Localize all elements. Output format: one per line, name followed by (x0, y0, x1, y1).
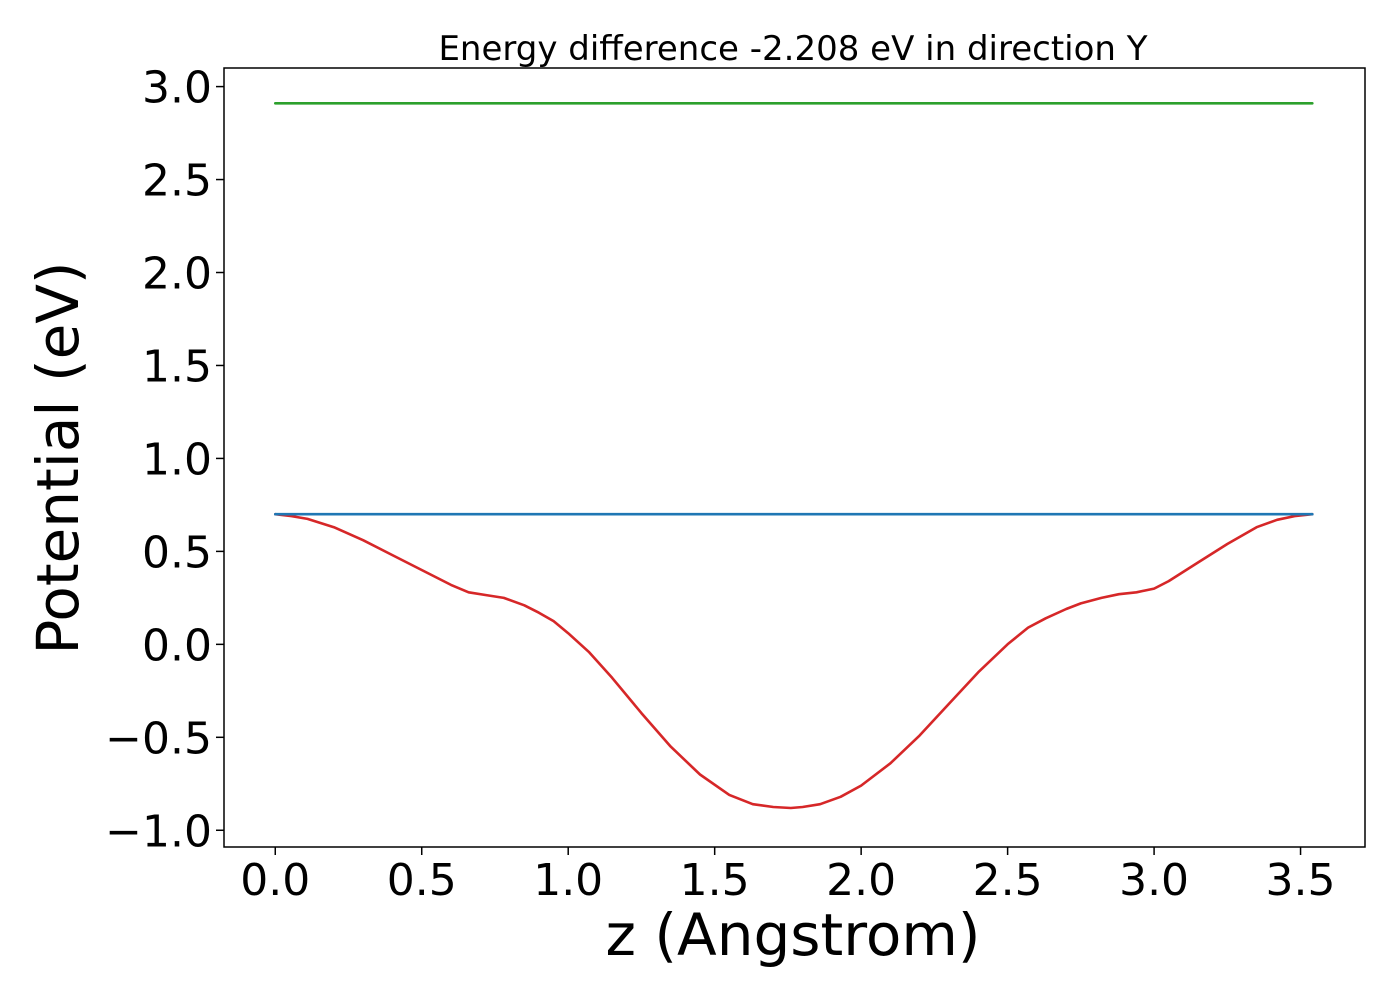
y-tick-label: −0.5 (105, 713, 212, 764)
y-tick-label: 1.0 (142, 434, 212, 485)
x-tick-label: 0.0 (240, 855, 310, 906)
y-tick-label: 2.5 (142, 156, 212, 207)
x-tick-label: 1.0 (533, 855, 603, 906)
plot-area (273, 102, 1314, 810)
x-tick-label: 3.0 (1119, 855, 1189, 906)
x-tick-label: 2.5 (973, 855, 1043, 906)
x-axis: 0.0 0.5 1.0 1.5 2.0 2.5 3.0 3.5 (240, 847, 1336, 906)
plot-frame (223, 67, 1366, 848)
y-tick-label: 1.5 (142, 341, 212, 392)
x-tick-label: 0.5 (387, 855, 457, 906)
x-tick-label: 1.5 (680, 855, 750, 906)
y-axis-label: Potential (eV) (24, 261, 92, 654)
y-tick-label: 3.0 (142, 63, 212, 114)
chart-title: Energy difference -2.208 eV in direction… (438, 29, 1147, 69)
x-tick-label: 3.5 (1266, 855, 1336, 906)
x-tick-label: 2.0 (826, 855, 896, 906)
x-axis-label: z (Angstrom) (606, 901, 981, 969)
y-axis: 3.0 2.5 2.0 1.5 1.0 0.5 0.0 −0.5 −1.0 (105, 63, 224, 857)
y-tick-label: −1.0 (105, 806, 212, 857)
y-tick-label: 0.5 (142, 527, 212, 578)
series-line-potential-profile (273, 512, 1314, 810)
y-tick-label: 0.0 (142, 620, 212, 671)
y-tick-label: 2.0 (142, 249, 212, 300)
